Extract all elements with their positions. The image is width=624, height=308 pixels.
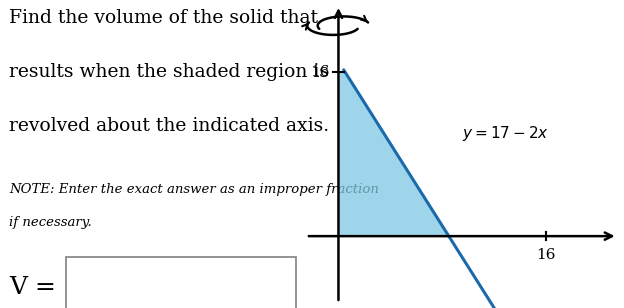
Text: Find the volume of the solid that: Find the volume of the solid that bbox=[9, 9, 318, 27]
Text: 16: 16 bbox=[537, 249, 556, 262]
Text: V =: V = bbox=[9, 277, 56, 299]
Text: $y = 17 - 2x$: $y = 17 - 2x$ bbox=[462, 124, 549, 143]
Text: results when the shaded region is: results when the shaded region is bbox=[9, 63, 329, 81]
Text: revolved about the indicated axis.: revolved about the indicated axis. bbox=[9, 117, 329, 135]
Text: if necessary.: if necessary. bbox=[9, 216, 92, 229]
FancyBboxPatch shape bbox=[66, 257, 296, 308]
Polygon shape bbox=[338, 72, 449, 236]
Text: NOTE: Enter the exact answer as an improper fraction: NOTE: Enter the exact answer as an impro… bbox=[9, 183, 379, 196]
Text: 16: 16 bbox=[310, 65, 329, 79]
